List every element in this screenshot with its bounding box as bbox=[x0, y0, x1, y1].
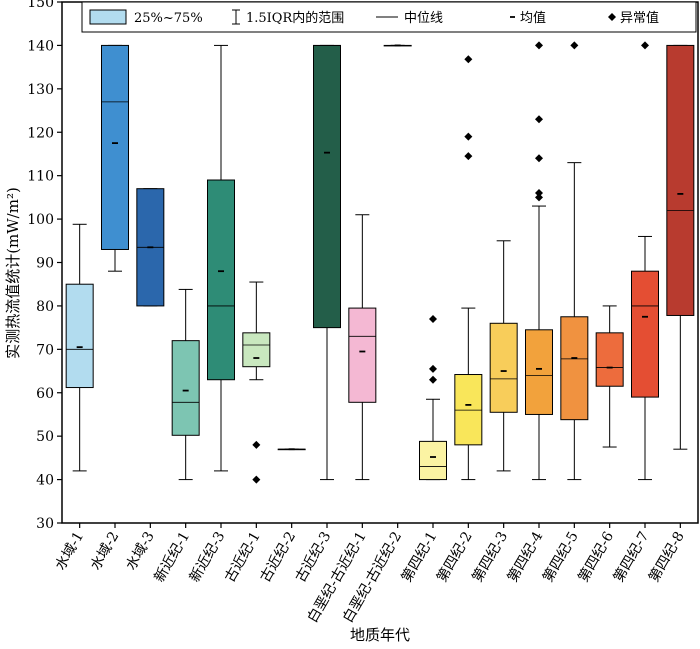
box-group bbox=[65, 223, 94, 472]
y-tick-label: 150 bbox=[27, 0, 54, 11]
legend-box-swatch bbox=[89, 9, 127, 25]
outlier-point bbox=[429, 314, 437, 323]
box-group bbox=[454, 55, 483, 481]
x-tick-label: 水域-3 bbox=[123, 529, 158, 573]
iqr-box bbox=[242, 332, 271, 368]
iqr-box bbox=[419, 440, 447, 481]
y-axis-title: 实测热流值统计(mW/m²) bbox=[4, 187, 22, 359]
iqr-box bbox=[525, 329, 553, 415]
plot-area bbox=[65, 41, 695, 484]
box-group bbox=[595, 305, 624, 448]
y-tick-label: 60 bbox=[36, 386, 54, 402]
box-group bbox=[631, 41, 659, 481]
legend-outlier-swatch bbox=[608, 13, 616, 21]
legend-label: 25%~75% bbox=[134, 11, 203, 26]
outlier-point bbox=[252, 440, 261, 449]
iqr-box bbox=[631, 270, 659, 398]
y-tick-label: 80 bbox=[36, 299, 54, 315]
box-group bbox=[560, 41, 589, 481]
iqr-box bbox=[171, 340, 200, 436]
box-group bbox=[313, 44, 341, 481]
box-group bbox=[489, 240, 518, 472]
iqr-box bbox=[65, 283, 94, 389]
y-tick-label: 50 bbox=[36, 429, 54, 445]
iqr-box bbox=[489, 322, 518, 413]
iqr-box bbox=[595, 332, 624, 387]
box-group bbox=[277, 448, 306, 451]
box-group bbox=[242, 281, 271, 484]
outlier-point bbox=[535, 154, 543, 163]
outlier-point bbox=[252, 475, 261, 484]
outlier-point bbox=[535, 41, 543, 50]
y-tick-label: 70 bbox=[36, 342, 54, 358]
iqr-box bbox=[313, 44, 341, 329]
outlier-point bbox=[641, 41, 649, 50]
y-tick-label: 140 bbox=[27, 38, 54, 54]
box-group bbox=[666, 44, 695, 450]
y-tick-label: 110 bbox=[27, 169, 54, 185]
x-tick-label: 水域-1 bbox=[52, 529, 87, 573]
y-tick-label: 90 bbox=[36, 256, 54, 272]
box-group bbox=[207, 44, 235, 472]
legend-label: 中位线 bbox=[404, 11, 443, 26]
legend-label: 均值 bbox=[520, 10, 546, 26]
outlier-point bbox=[464, 132, 473, 141]
box-group bbox=[525, 41, 553, 481]
outlier-point bbox=[464, 152, 473, 161]
iqr-box bbox=[348, 307, 377, 403]
iqr-box bbox=[666, 44, 695, 316]
outlier-point bbox=[570, 41, 579, 50]
y-tick-label: 40 bbox=[36, 473, 54, 489]
y-tick-label: 120 bbox=[27, 125, 54, 141]
box-group bbox=[348, 214, 377, 481]
box-group bbox=[171, 288, 200, 481]
outlier-point bbox=[535, 189, 543, 198]
box-group bbox=[101, 44, 129, 272]
iqr-box bbox=[101, 44, 129, 250]
iqr-box bbox=[454, 374, 483, 446]
legend-label: 1.5IQR内的范围 bbox=[246, 10, 344, 26]
box-group bbox=[419, 314, 447, 481]
iqr-box bbox=[207, 179, 235, 381]
iqr-box bbox=[560, 316, 589, 421]
box-group bbox=[136, 188, 165, 307]
outlier-point bbox=[429, 375, 437, 384]
outlier-point bbox=[535, 193, 543, 202]
x-tick-label: 水域-2 bbox=[88, 529, 123, 573]
legend-label: 异常值 bbox=[620, 10, 659, 26]
y-tick-label: 130 bbox=[27, 82, 54, 98]
outlier-point bbox=[535, 115, 543, 124]
y-tick-label: 30 bbox=[36, 516, 54, 532]
outlier-point bbox=[464, 55, 473, 64]
legend: 25%~75% 1.5IQR内的范围 中位线 均值 异常值 bbox=[81, 1, 697, 33]
x-axis-title: 地质年代 bbox=[350, 626, 410, 644]
outlier-point bbox=[429, 364, 437, 373]
box-group bbox=[383, 44, 412, 47]
y-tick-label: 100 bbox=[27, 212, 54, 228]
